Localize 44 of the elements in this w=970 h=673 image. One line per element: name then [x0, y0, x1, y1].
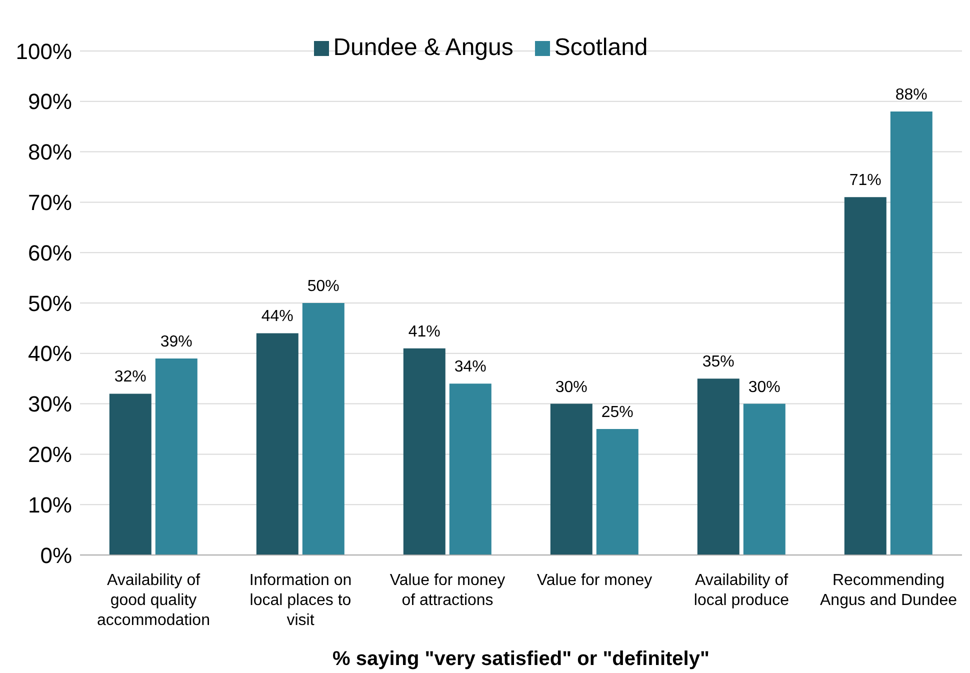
y-tick-label: 80%	[28, 140, 72, 165]
y-tick-label: 10%	[28, 492, 72, 518]
bar	[109, 394, 152, 555]
bar	[697, 378, 740, 555]
bar	[403, 348, 446, 555]
data-label: 25%	[601, 404, 634, 421]
legend-label: Dundee & Angus	[332, 34, 514, 62]
bar	[155, 358, 198, 555]
data-label: 71%	[849, 172, 882, 190]
y-tick-label: 90%	[28, 89, 72, 114]
bar	[256, 333, 298, 555]
y-tick-label: 40%	[28, 341, 72, 366]
x-tick-label: Availability of good quality accommodation	[97, 572, 210, 629]
x-tick-label: Value for money of attractions	[390, 572, 506, 609]
bar	[743, 404, 786, 555]
data-label: 30%	[748, 378, 780, 396]
x-axis-title: % saying "very satisfied" or "definitely"	[332, 648, 710, 670]
y-tick-label: 20%	[28, 442, 72, 468]
bar	[890, 111, 932, 555]
data-label: 41%	[408, 323, 440, 340]
y-tick-label: 100%	[16, 38, 72, 64]
y-tick-label: 30%	[28, 392, 72, 417]
data-label: 35%	[702, 354, 734, 371]
bar	[449, 384, 492, 555]
data-label: 50%	[307, 278, 340, 295]
bar	[596, 429, 638, 555]
x-tick-label: Recommending Angus and Dundee	[820, 572, 958, 609]
data-label: 88%	[895, 86, 928, 104]
data-label: 44%	[261, 308, 294, 326]
y-tick-label: 0%	[40, 542, 72, 568]
x-tick-label: Information on local places to visit	[249, 572, 352, 629]
y-tick-label: 50%	[28, 290, 72, 316]
data-label: 32%	[114, 368, 146, 386]
x-tick-label: Value for money	[536, 572, 652, 589]
legend-label: Scotland	[553, 34, 648, 62]
x-tick-label: Availability of local produce	[694, 572, 790, 609]
bar	[302, 303, 344, 555]
data-label: 34%	[454, 358, 486, 376]
y-tick-label: 70%	[28, 190, 72, 216]
bar	[844, 197, 886, 555]
data-label: 39%	[160, 333, 192, 350]
bar	[550, 404, 592, 555]
y-tick-label: 60%	[28, 240, 72, 266]
data-label: 30%	[555, 378, 588, 396]
